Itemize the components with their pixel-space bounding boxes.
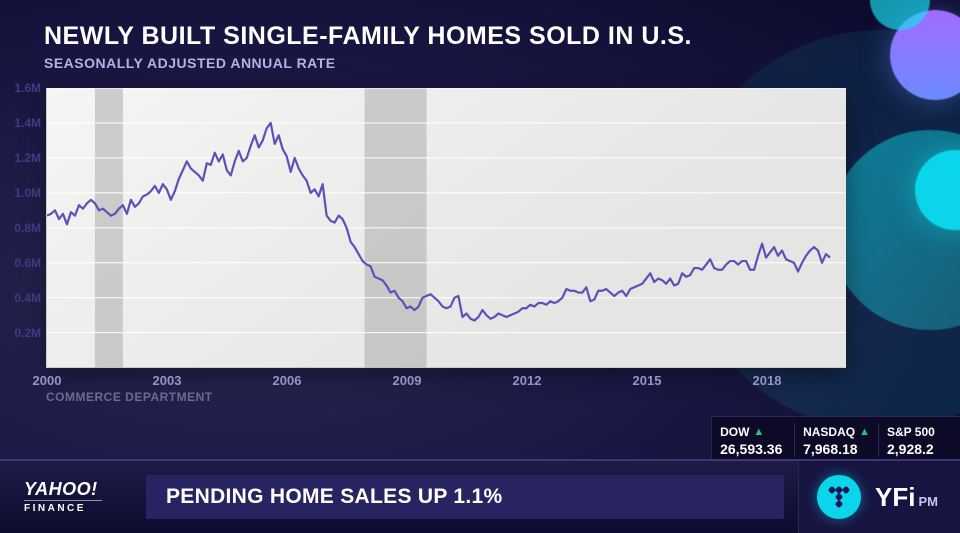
stage: NEWLY BUILT SINGLE-FAMILY HOMES SOLD IN … xyxy=(0,0,960,533)
show-label-wrap: YFi PM xyxy=(875,482,938,513)
up-arrow-icon: ▲ xyxy=(859,426,870,438)
title-block: NEWLY BUILT SINGLE-FAMILY HOMES SOLD IN … xyxy=(44,22,692,71)
chart-svg xyxy=(47,88,846,368)
chart-source: COMMERCE DEPARTMENT xyxy=(46,390,213,404)
x-axis-tick: 2006 xyxy=(273,373,302,388)
logo-brand: YAHOO! xyxy=(24,480,146,498)
ticker-symbol: S&P 500 xyxy=(887,425,952,439)
y-axis-tick: 1.0M xyxy=(0,186,41,200)
bottom-bar: YAHOO! FINANCE PENDING HOME SALES UP 1.1… xyxy=(0,459,960,533)
ticker-value: 26,593.36 xyxy=(720,441,786,457)
ticker-value: 7,968.18 xyxy=(803,441,870,457)
x-axis-tick: 2012 xyxy=(513,373,542,388)
x-axis-tick: 2009 xyxy=(393,373,422,388)
yfi-dots-icon xyxy=(827,485,851,509)
y-axis-tick: 0.2M xyxy=(0,326,41,340)
logo-sub: FINANCE xyxy=(24,500,102,514)
headline-text: PENDING HOME SALES UP 1.1% xyxy=(166,485,503,509)
y-axis-tick: 1.6M xyxy=(0,81,41,95)
y-axis-tick: 0.8M xyxy=(0,221,41,235)
data-line xyxy=(47,123,830,321)
ticker-cell: NASDAQ▲ 7,968.18 xyxy=(794,423,878,457)
market-ticker: DOW▲ 26,593.36 NASDAQ▲ 7,968.18 S&P 500 2,928… xyxy=(711,416,960,463)
show-suffix: PM xyxy=(919,494,939,509)
x-axis-tick: 2018 xyxy=(753,373,782,388)
chart-plot-area: 0.2M0.4M0.6M0.8M1.0M1.2M1.4M1.6M20002003… xyxy=(46,88,846,368)
ticker-cell: S&P 500 2,928.2 xyxy=(878,423,960,457)
yahoo-finance-logo: YAHOO! FINANCE xyxy=(0,480,146,514)
ticker-symbol: NASDAQ▲ xyxy=(803,425,870,439)
headline-box: PENDING HOME SALES UP 1.1% xyxy=(146,475,784,519)
ticker-symbol: DOW▲ xyxy=(720,425,786,439)
show-brand: YFi PM xyxy=(798,461,960,533)
up-arrow-icon: ▲ xyxy=(753,426,764,438)
ticker-value: 2,928.2 xyxy=(887,441,952,457)
x-axis-tick: 2000 xyxy=(33,373,62,388)
y-axis-tick: 1.2M xyxy=(0,151,41,165)
y-axis-tick: 1.4M xyxy=(0,116,41,130)
x-axis-tick: 2003 xyxy=(153,373,182,388)
y-axis-tick: 0.6M xyxy=(0,256,41,270)
x-axis-tick: 2015 xyxy=(633,373,662,388)
chart-subtitle: SEASONALLY ADJUSTED ANNUAL RATE xyxy=(44,55,692,71)
chart-title: NEWLY BUILT SINGLE-FAMILY HOMES SOLD IN … xyxy=(44,22,692,51)
yfi-icon xyxy=(817,475,861,519)
ticker-cell: DOW▲ 26,593.36 xyxy=(712,423,794,457)
show-label: YFi xyxy=(875,482,915,512)
y-axis-tick: 0.4M xyxy=(0,291,41,305)
